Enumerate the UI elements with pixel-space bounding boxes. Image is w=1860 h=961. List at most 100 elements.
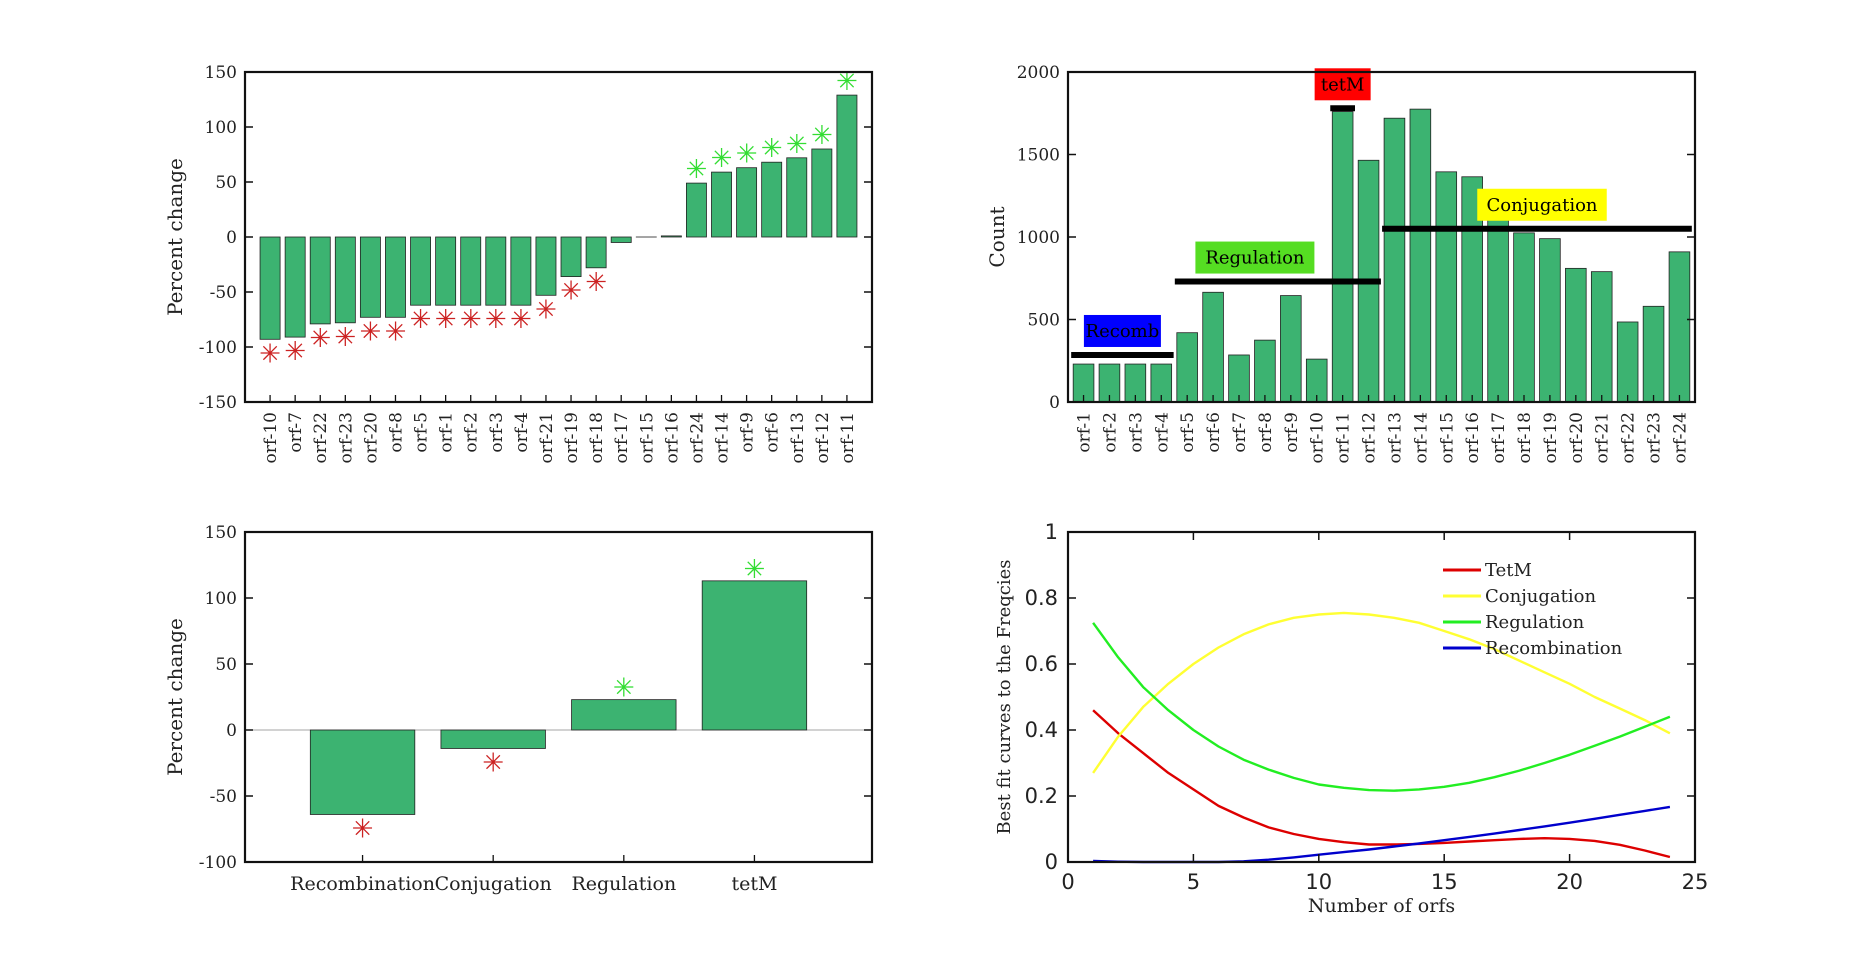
x-tick-label: Conjugation	[435, 873, 552, 895]
bar	[1280, 295, 1302, 403]
group-label-box	[1083, 314, 1161, 347]
y-tick-label: 1	[1045, 520, 1058, 544]
x-tick-label: orf-16	[1463, 412, 1483, 463]
x-tick-label: orf-6	[763, 412, 783, 453]
group-label-box	[1477, 188, 1607, 221]
bar	[1513, 232, 1535, 403]
legend-label: Conjugation	[1485, 586, 1596, 607]
significance-star-up: ✳	[761, 134, 783, 164]
series-line-regulation	[1092, 622, 1671, 792]
bar	[610, 236, 632, 243]
bar	[334, 236, 356, 324]
bar	[560, 236, 582, 277]
x-tick-label: orf-12	[1360, 412, 1380, 463]
significance-star-down: ✳	[284, 337, 306, 367]
x-tick-label: orf-19	[1541, 412, 1561, 463]
significance-star-up: ✳	[613, 674, 635, 704]
bar	[811, 148, 833, 238]
bar	[1616, 321, 1639, 403]
x-tick-label: orf-14	[713, 412, 733, 463]
bar	[309, 729, 416, 815]
x-tick-label: orf-2	[1100, 412, 1120, 453]
x-tick-label: orf-14	[1411, 412, 1431, 463]
y-axis-label: Best fit curves to the Freqcies	[994, 559, 1015, 834]
significance-star-up: ✳	[786, 130, 808, 160]
y-tick-label: 50	[215, 655, 237, 675]
y-tick-label: 100	[205, 589, 237, 609]
x-tick-label: orf-13	[1385, 412, 1405, 463]
x-tick-label: orf-7	[1230, 412, 1250, 453]
bar	[1202, 291, 1224, 403]
orf-count-chart: orf-1 orf-2 orf-3 orf-4 orf-5 orf-6 orf-7 orf-8…	[985, 63, 1697, 463]
y-tick-label: 0	[1045, 850, 1058, 874]
bar	[1409, 108, 1432, 403]
bar	[736, 167, 758, 238]
significance-star-down: ✳	[585, 268, 607, 298]
significance-star-up: ✳	[711, 144, 733, 174]
x-tick-label: orf-13	[788, 412, 808, 463]
x-tick-label: orf-20	[361, 412, 381, 463]
x-tick-label: 5	[1187, 870, 1200, 894]
x-tick-label: Recombination	[290, 873, 435, 895]
x-tick-label: 10	[1305, 870, 1332, 894]
bar	[510, 236, 532, 306]
significance-star-down: ✳	[259, 339, 281, 369]
plot-frame	[1066, 530, 1697, 864]
x-tick-label: orf-20	[1567, 412, 1587, 463]
x-tick-label: orf-8	[386, 412, 406, 453]
significance-star-down: ✳	[560, 277, 582, 307]
significance-star-down: ✳	[510, 305, 532, 335]
y-tick-label: 150	[205, 63, 237, 83]
bar	[1487, 192, 1509, 403]
bar	[1435, 171, 1458, 403]
x-tick-label: 15	[1431, 870, 1458, 894]
x-tick-label: orf-7	[286, 412, 306, 453]
y-tick-label: 0	[226, 228, 237, 248]
significance-star-up: ✳	[811, 121, 833, 151]
best-fit-curves-chart: 0 5 10 15 20 25 0 0.2 0.4 0.6 0.8 1 Best fit curves …	[994, 520, 1708, 917]
group-label: Regulation	[1205, 248, 1305, 269]
x-tick-label: orf-19	[562, 412, 582, 463]
y-tick-label: 150	[205, 523, 237, 543]
group-label-box	[1195, 241, 1315, 274]
x-tick-label: orf-23	[1645, 412, 1665, 463]
bar	[259, 236, 281, 340]
series-line-tetm	[1092, 709, 1671, 859]
significance-star-down: ✳	[334, 323, 356, 353]
bar	[836, 94, 858, 238]
bar	[535, 236, 557, 296]
significance-star-down: ✳	[482, 748, 504, 778]
x-tick-label: orf-6	[1204, 412, 1224, 453]
x-tick-label: 20	[1556, 870, 1583, 894]
x-tick-label: orf-17	[612, 412, 632, 463]
x-tick-label: orf-24	[687, 412, 707, 463]
bar	[1228, 354, 1250, 403]
group-label: tetM	[1321, 74, 1365, 95]
bar	[660, 235, 682, 238]
y-tick-label: -100	[199, 338, 237, 358]
bar	[410, 236, 431, 306]
bar	[1383, 117, 1406, 403]
y-tick-label: -100	[199, 853, 237, 873]
bar	[359, 236, 381, 318]
bar	[585, 236, 607, 269]
bar	[1254, 339, 1276, 403]
bar	[1176, 332, 1198, 403]
x-tick-label: tetM	[731, 873, 777, 895]
significance-star-up: ✳	[744, 555, 766, 585]
y-tick-label: 0.8	[1025, 586, 1058, 610]
plot-frame	[243, 530, 874, 864]
bar	[711, 171, 732, 238]
bar	[460, 236, 482, 306]
y-tick-label: 0	[1049, 393, 1060, 413]
legend-label: Recombination	[1485, 638, 1623, 659]
x-tick-label: orf-8	[1256, 412, 1276, 453]
significance-star-down: ✳	[435, 305, 457, 335]
x-tick-label: 25	[1682, 870, 1709, 894]
x-tick-label: orf-21	[1593, 412, 1613, 463]
x-tick-label: orf-17	[1489, 412, 1509, 463]
x-tick-label: orf-12	[813, 412, 833, 463]
bar	[1642, 305, 1665, 403]
series-line-conjugation	[1092, 611, 1671, 774]
